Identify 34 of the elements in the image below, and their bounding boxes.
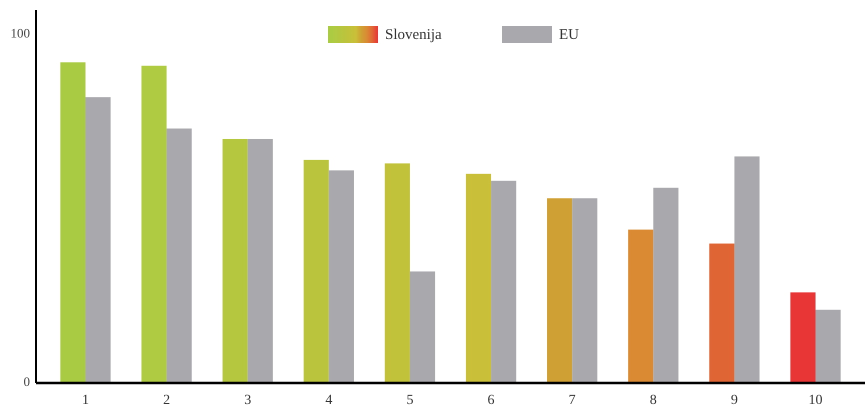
bar: [384, 163, 410, 383]
y-tick-label: 100: [10, 25, 30, 40]
x-tick-label: 7: [568, 393, 576, 408]
bar: [141, 66, 167, 383]
bar: [328, 170, 354, 383]
bar: [709, 244, 734, 383]
x-tick-label: 1: [82, 393, 89, 408]
y-tick-label: 0: [24, 374, 30, 389]
bar: [85, 97, 111, 383]
bar: [304, 160, 329, 383]
x-tick-label: 5: [406, 393, 414, 408]
x-tick-label: 2: [163, 393, 170, 408]
bar: [790, 292, 816, 383]
legend-label: Slovenija: [385, 27, 442, 43]
bar: [572, 198, 598, 383]
x-tick-label: 10: [808, 393, 823, 408]
bar: [410, 271, 436, 383]
x-tick-label: 9: [730, 393, 738, 408]
bar: [547, 198, 572, 383]
x-tick-label: 4: [325, 393, 332, 408]
x-tick-label: 6: [488, 393, 495, 408]
bar: [653, 188, 678, 383]
legend-label: EU: [559, 27, 580, 43]
bar: [816, 310, 841, 383]
bar: [628, 230, 654, 383]
bar: [466, 174, 492, 383]
bar: [222, 138, 248, 383]
bar: [734, 156, 760, 383]
x-tick-label: 8: [650, 393, 657, 408]
x-tick-label: 3: [244, 393, 252, 408]
bar: [248, 138, 273, 383]
bar: [60, 62, 86, 383]
bar: [491, 180, 516, 383]
bar: [166, 128, 192, 383]
